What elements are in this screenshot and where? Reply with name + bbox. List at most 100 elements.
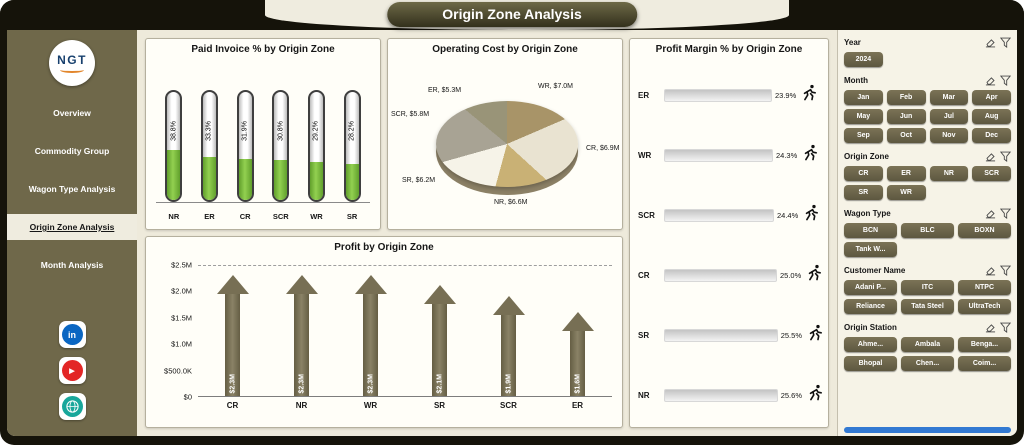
invoice-bar-tube: 28.2% — [343, 90, 361, 202]
chart-title: Operating Cost by Origin Zone — [432, 44, 578, 55]
filter-option-boxn[interactable]: BOXN — [958, 223, 1011, 238]
logo-swoosh-icon — [60, 67, 84, 73]
filter-icon[interactable] — [1000, 37, 1011, 48]
profit-value-label: $2.3M — [229, 373, 236, 393]
filter-option-jan[interactable]: Jan — [844, 90, 883, 105]
axis-category-label: ER — [638, 90, 650, 100]
youtube-button[interactable]: ▶ — [58, 357, 86, 384]
margin-bar — [664, 148, 773, 162]
chart-title: Paid Invoice % by Origin Zone — [191, 44, 335, 55]
arrow-head — [561, 312, 594, 331]
pie-chart — [436, 101, 578, 187]
invoice-bar-value: 38.8% — [170, 120, 178, 141]
filter-option-bcn[interactable]: BCN — [844, 223, 897, 238]
filter-options-grid: Jan Feb Mar Apr May Jun Jul Aug Sep Oct Nov Dec — [844, 90, 1011, 143]
invoice-bar-value: 30.8% — [277, 120, 285, 141]
clear-filter-icon[interactable] — [985, 265, 996, 276]
clear-filter-icon[interactable] — [985, 75, 996, 86]
filter-icon[interactable] — [1000, 151, 1011, 162]
clear-filter-icon[interactable] — [985, 208, 996, 219]
invoice-bar-fill — [238, 158, 252, 200]
filters-scrollbar[interactable] — [844, 427, 1011, 433]
filter-option-dec[interactable]: Dec — [972, 128, 1011, 143]
filter-option-benga[interactable]: Benga... — [958, 337, 1011, 352]
sidebar-item-commodity-group[interactable]: Commodity Group — [34, 146, 110, 156]
filter-options-grid: CR ER NR SCR SR WR — [844, 166, 1011, 200]
filter-option-ultratech[interactable]: UltraTech — [958, 299, 1011, 314]
filter-icon[interactable] — [1000, 265, 1011, 276]
filter-option-mar[interactable]: Mar — [929, 90, 969, 105]
profit-arrow-nr: $2.3M — [274, 275, 330, 396]
filter-option-oct[interactable]: Oct — [886, 128, 926, 143]
clear-filter-icon[interactable] — [985, 37, 996, 48]
invoice-bar-tube: 29.2% — [307, 90, 325, 202]
sidebar-item-origin-zone-analysis[interactable]: Origin Zone Analysis — [7, 214, 137, 240]
filter-option-blc[interactable]: BLC — [901, 223, 954, 238]
filter-option-jun[interactable]: Jun — [886, 109, 926, 124]
runner-icon — [806, 204, 819, 221]
filter-icon[interactable] — [1000, 322, 1011, 333]
pie-slice-label-scr: SCR, $5.8M — [391, 111, 430, 118]
linkedin-button[interactable]: in — [58, 321, 86, 348]
filter-option-reliance[interactable]: Reliance — [844, 299, 897, 314]
sidebar-item-overview[interactable]: Overview — [53, 108, 91, 118]
profit-arrow-wr: $2.3M — [343, 275, 399, 396]
linkedin-icon: in — [61, 324, 83, 345]
arrow-head — [285, 275, 318, 294]
filter-section-origin-station: Origin Station Ahme... Ambala Benga... Bhopa… — [844, 322, 1011, 371]
filter-option-apr[interactable]: Apr — [972, 90, 1011, 105]
arrow-shaft: $2.3M — [363, 294, 378, 396]
invoice-bar-tube: 33.3% — [200, 90, 218, 202]
filter-option-tata-steel[interactable]: Tata Steel — [901, 299, 954, 314]
filter-option-scr[interactable]: SCR — [972, 166, 1011, 181]
filter-option-2024[interactable]: 2024 — [844, 52, 883, 67]
filter-option-cr[interactable]: CR — [844, 166, 883, 181]
youtube-icon: ▶ — [61, 360, 83, 381]
filter-section-label: Origin Station — [844, 323, 897, 332]
filter-option-aug[interactable]: Aug — [972, 109, 1011, 124]
filter-option-sr[interactable]: SR — [844, 185, 883, 200]
filter-option-er[interactable]: ER — [886, 166, 926, 181]
filter-option-feb[interactable]: Feb — [886, 90, 926, 105]
axis-category-label: CR — [226, 401, 239, 410]
margin-row-er: ER 23.9% — [638, 69, 824, 121]
sidebar-item-month-analysis[interactable]: Month Analysis — [40, 260, 104, 270]
filter-option-jul[interactable]: Jul — [929, 109, 969, 124]
arrow-shaft: $1.6M — [570, 331, 585, 396]
filter-option-adani-p[interactable]: Adani P... — [844, 280, 897, 295]
clear-filter-icon[interactable] — [985, 151, 996, 162]
filter-option-may[interactable]: May — [844, 109, 883, 124]
website-button[interactable] — [58, 393, 86, 420]
axis-category-label: ER — [571, 401, 584, 410]
filter-icon[interactable] — [1000, 75, 1011, 86]
margin-value-label: 24.4% — [777, 210, 799, 220]
filter-option-chen[interactable]: Chen... — [901, 356, 954, 371]
profit-x-axis: CR NR WR SR SCR ER — [198, 401, 612, 410]
filter-option-coim[interactable]: Coim... — [958, 356, 1011, 371]
sidebar-item-wagon-type-analysis[interactable]: Wagon Type Analysis — [28, 184, 116, 194]
filter-option-ntpc[interactable]: NTPC — [958, 280, 1011, 295]
social-links: in ▶ — [58, 321, 86, 424]
filter-option-nr[interactable]: NR — [929, 166, 969, 181]
filter-option-ambala[interactable]: Ambala — [901, 337, 954, 352]
filter-option-bhopal[interactable]: Bhopal — [844, 356, 897, 371]
arrow-head — [216, 275, 249, 294]
filter-option-ahme[interactable]: Ahme... — [844, 337, 897, 352]
axis-category-label: WR — [310, 212, 323, 221]
filter-option-nov[interactable]: Nov — [929, 128, 969, 143]
arrow-head — [492, 296, 525, 315]
profit-value-label: $1.6M — [574, 373, 581, 393]
invoice-bar-value: 33.3% — [205, 120, 213, 141]
header: Origin Zone Analysis — [0, 0, 1024, 30]
filter-option-tank-w[interactable]: Tank W... — [844, 242, 897, 257]
filter-header-icons — [985, 151, 1011, 162]
paid-invoice-chart: 38.8% 33.3% 31.9% 30.8% 29.2% 28.2% — [156, 73, 370, 203]
filter-option-itc[interactable]: ITC — [901, 280, 954, 295]
clear-filter-icon[interactable] — [985, 322, 996, 333]
filter-icon[interactable] — [1000, 208, 1011, 219]
filter-section-wagon-type: Wagon Type BCN BLC BOXN Tank W... — [844, 208, 1011, 257]
filter-section-label: Month — [844, 76, 868, 85]
filter-option-sep[interactable]: Sep — [844, 128, 883, 143]
filter-option-wr[interactable]: WR — [886, 185, 926, 200]
margin-bar — [664, 208, 774, 222]
